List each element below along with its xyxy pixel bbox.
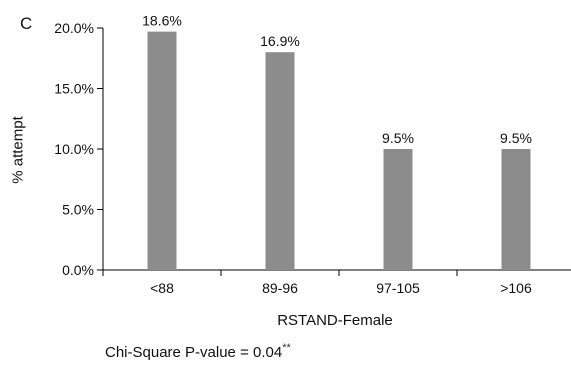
footnote: Chi-Square P-value = 0.04**	[105, 342, 291, 361]
x-tick-label: <88	[150, 280, 174, 296]
x-tick-label: 89-96	[262, 280, 298, 296]
x-tick-label: 97-105	[376, 280, 420, 296]
y-tick-label: 0.0%	[62, 262, 94, 278]
data-label: 9.5%	[382, 130, 414, 146]
y-tick-label: 20.0%	[54, 20, 94, 36]
significance-marker: **	[282, 342, 291, 354]
bar	[501, 149, 531, 270]
bar	[265, 52, 295, 271]
footnote-text: Chi-Square P-value = 0.04	[105, 344, 283, 361]
x-axis-title: RSTAND-Female	[277, 312, 393, 329]
y-tick-label: 10.0%	[54, 141, 94, 157]
y-tick-label: 15.0%	[54, 81, 94, 97]
data-label: 18.6%	[142, 13, 182, 29]
x-tick-label: >106	[500, 280, 532, 296]
bar	[383, 149, 413, 270]
y-tick-label: 5.0%	[62, 202, 94, 218]
data-label: 16.9%	[260, 33, 300, 49]
data-label: 9.5%	[500, 130, 532, 146]
panel-label: C	[20, 14, 33, 33]
bar	[147, 31, 177, 270]
